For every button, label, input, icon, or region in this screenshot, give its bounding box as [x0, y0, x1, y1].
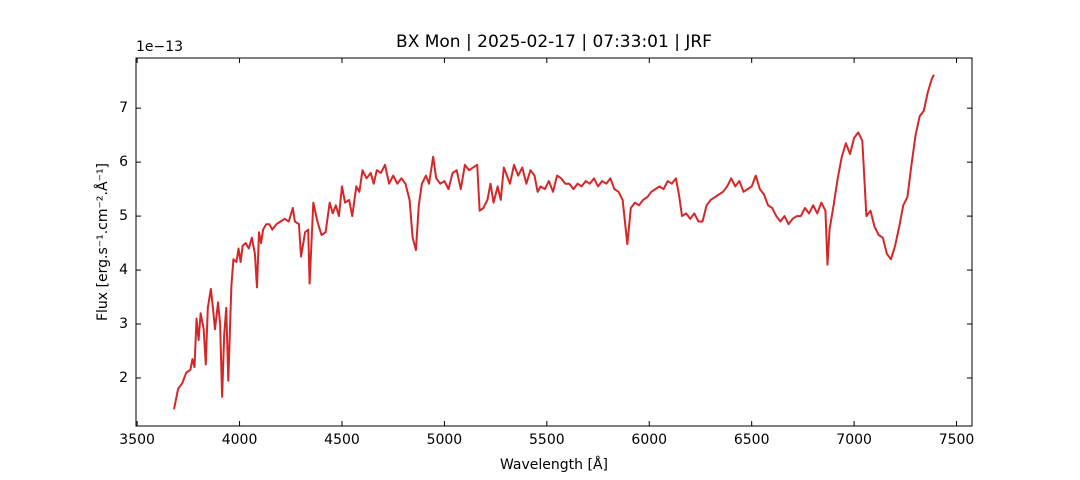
y-tick-label: 5 [119, 208, 128, 224]
y-tick-label: 7 [119, 100, 128, 116]
y-tick-label: 4 [119, 262, 128, 278]
y-tick-label: 6 [119, 154, 128, 170]
x-tick-label: 3500 [119, 432, 155, 448]
plot-frame [135, 57, 973, 427]
y-tick-label: 2 [119, 370, 128, 386]
x-axis-label: Wavelength [Å] [500, 456, 608, 473]
x-tick-label: 5500 [529, 432, 565, 448]
y-axis-label: Flux [erg.s⁻¹.cm⁻².Å⁻¹] [94, 163, 111, 321]
y-tick-label: 3 [119, 316, 128, 332]
x-tick-label: 5000 [427, 432, 463, 448]
x-tick-label: 6500 [734, 432, 770, 448]
x-tick-label: 6000 [631, 432, 667, 448]
y-offset-label: 1e−13 [136, 39, 183, 55]
x-tick-label: 4500 [324, 432, 360, 448]
chart-title: BX Mon | 2025-02-17 | 07:33:01 | JRF [396, 32, 712, 52]
x-tick-label: 7000 [836, 432, 872, 448]
x-tick-label: 4000 [222, 432, 258, 448]
spectrum-line [173, 74, 935, 410]
x-tick-label: 7500 [939, 432, 975, 448]
